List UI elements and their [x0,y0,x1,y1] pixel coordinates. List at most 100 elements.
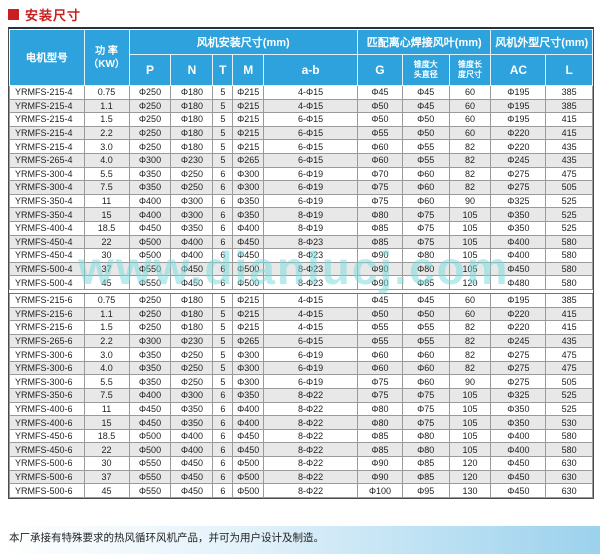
table-row: YRMFS-350-4 15 Φ400 Φ300 6 Φ350 8-Φ19 Φ80 Φ75 105… [9,207,593,222]
table-cell: 6 [212,428,234,444]
cell-motor-model: YRMFS-350-6 [9,388,85,403]
cell-motor-model: YRMFS-350-4 [9,193,85,209]
table-cell: 8-Φ19 [263,207,358,222]
table-cell: Φ90 [357,469,403,485]
table-row: YRMFS-450-6 18.5 Φ500 Φ400 6 Φ450 8-Φ22 Φ85 Φ80 1… [9,428,593,444]
table-cell: 6 [212,442,234,458]
table-cell: 105 [448,428,492,444]
table-cell: Φ265 [232,152,265,168]
table-cell: 4-Φ15 [263,320,358,335]
table-cell: Φ400 [128,193,172,209]
table-row: YRMFS-215-4 1.5 Φ250 Φ180 5 Φ215 6-Φ15 Φ50 Φ50 60… [9,112,593,127]
table-cell: 60 [448,292,492,308]
table-cell: 505 [545,180,593,195]
table-cell: 580 [545,261,593,277]
table-cell: Φ250 [170,360,214,376]
table-cell: Φ50 [357,98,403,114]
table-cell: Φ80 [357,401,403,417]
table-cell: 105 [448,401,492,417]
table-cell: Φ180 [170,98,214,114]
table-cell: Φ195 [490,98,547,114]
table-cell: Φ75 [401,234,450,250]
table-cell: 8-Φ22 [263,428,358,444]
table-cell: 5.5 [83,166,130,182]
table-cell: Φ220 [490,139,547,154]
table-cell: Φ250 [170,166,214,182]
table-cell: 5 [212,374,234,390]
table-cell: 6-Φ15 [263,139,358,154]
table-cell: 6 [212,415,234,430]
table-cell: Φ350 [170,220,214,236]
table-cell: Φ325 [490,193,547,209]
table-cell: Φ450 [170,483,214,498]
table-cell: Φ450 [232,442,265,458]
table-cell: Φ300 [232,360,265,376]
table-cell: Φ80 [357,415,403,430]
table-cell: Φ50 [401,306,450,322]
table-cell: 15 [83,415,130,430]
table-row: YRMFS-215-4 0.75 Φ250 Φ180 5 Φ215 4-Φ15 Φ45 Φ45 6… [9,85,593,100]
table-cell: Φ300 [232,180,265,195]
table-cell: 3.0 [83,347,130,362]
table-cell: Φ400 [128,207,172,222]
table-cell: Φ60 [357,139,403,154]
table-cell: Φ300 [128,152,172,168]
cell-motor-model: YRMFS-450-4 [9,234,85,250]
table-row: YRMFS-215-6 0.75 Φ250 Φ180 5 Φ215 4-Φ15 Φ45 Φ45 6… [9,292,593,308]
table-cell: 8-Φ23 [263,261,358,277]
table-cell: 8-Φ23 [263,248,358,263]
cell-motor-model: YRMFS-450-4 [9,248,85,263]
table-cell: 1.1 [83,98,130,114]
table-row: YRMFS-215-4 3.0 Φ250 Φ180 5 Φ215 6-Φ15 Φ60 Φ55 82… [9,139,593,154]
table-cell: 130 [448,483,492,498]
header-group-install-dims: 风机安装尺寸(mm) [128,29,358,55]
table-cell: Φ500 [232,261,265,277]
spec-table-container: 电机型号 功 率 （KW） 风机安装尺寸(mm) 匹配离心焊接风叶(mm) 风机… [8,27,594,499]
table-cell: 6-Φ19 [263,166,358,182]
table-cell: Φ265 [232,333,265,349]
table-cell: 5 [212,98,234,114]
table-cell: Φ85 [401,469,450,485]
table-row: YRMFS-450-6 22 Φ500 Φ400 6 Φ450 8-Φ22 Φ85 Φ80 105… [9,442,593,458]
table-cell: Φ300 [170,207,214,222]
table-cell: Φ350 [170,401,214,417]
table-cell: Φ75 [401,388,450,403]
table-cell: 105 [448,220,492,236]
table-cell: 22 [83,442,130,458]
table-cell: Φ400 [128,388,172,403]
table-cell: Φ55 [401,333,450,349]
table-body: YRMFS-215-4 0.75 Φ250 Φ180 5 Φ215 4-Φ15 Φ45 Φ45 6… [9,85,593,498]
table-cell: Φ350 [128,374,172,390]
table-cell: Φ450 [490,456,547,471]
table-cell: 90 [448,374,492,390]
table-cell: Φ400 [232,401,265,417]
table-cell: 120 [448,275,492,290]
table-cell: 60 [448,98,492,114]
table-cell: Φ60 [357,360,403,376]
cell-motor-model: YRMFS-500-4 [9,261,85,277]
table-cell: 6-Φ15 [263,152,358,168]
table-cell: Φ550 [128,469,172,485]
table-cell: 5 [212,292,234,308]
table-cell: Φ45 [401,292,450,308]
table-cell: 5 [212,333,234,349]
table-cell: 4-Φ15 [263,292,358,308]
table-cell: 5 [212,306,234,322]
cell-motor-model: YRMFS-450-6 [9,442,85,458]
table-cell: 8-Φ22 [263,469,358,485]
table-cell: Φ450 [232,248,265,263]
table-cell: 30 [83,456,130,471]
table-cell: Φ95 [401,483,450,498]
table-row: YRMFS-215-4 2.2 Φ250 Φ180 5 Φ215 6-Φ15 Φ55 Φ50 60… [9,125,593,141]
table-cell: 8-Φ19 [263,220,358,236]
table-cell: 1.5 [83,320,130,335]
table-cell: 4.0 [83,360,130,376]
table-cell: Φ75 [357,180,403,195]
table-cell: 60 [448,85,492,100]
table-cell: 82 [448,180,492,195]
cell-motor-model: YRMFS-215-6 [9,320,85,335]
table-cell: 8-Φ22 [263,388,358,403]
table-cell: Φ550 [128,275,172,290]
red-square-bullet-icon [8,9,19,20]
table-cell: Φ450 [128,220,172,236]
